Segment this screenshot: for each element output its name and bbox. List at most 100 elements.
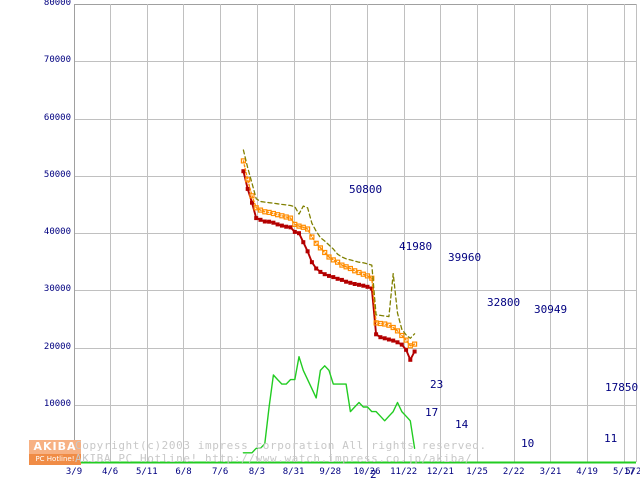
marker-lowest-price: [395, 340, 400, 345]
y-tick-30000: 30000: [43, 284, 71, 295]
x-tick-6-8: 6/8: [175, 467, 192, 477]
marker-lowest-price: [245, 186, 250, 191]
marker-lowest-price: [339, 277, 344, 282]
marker-lowest-price: [301, 240, 306, 245]
y-tick-40000: 40000: [43, 227, 71, 237]
marker-lowest-price: [288, 225, 293, 230]
point-label-32800: 32800: [487, 296, 521, 309]
point-label-41980: 41980: [399, 240, 433, 253]
marker-lowest-price: [262, 219, 267, 224]
x-tick-2-22: 2/22: [502, 467, 525, 477]
marker-lowest-price: [322, 272, 327, 277]
marker-lowest-price: [382, 336, 387, 341]
x-tick-10-26: 10/26: [353, 467, 381, 477]
marker-average-price: [369, 275, 375, 281]
marker-lowest-price: [305, 249, 310, 254]
marker-lowest-price: [241, 169, 246, 174]
marker-average-price: [394, 328, 401, 334]
marker-average-price: [317, 245, 323, 251]
marker-lowest-price: [369, 286, 374, 291]
copyright-line-2: AKIBA PC Hotline! http://www.watch.impre…: [75, 452, 473, 465]
x-tick-5-24: 5/24: [625, 467, 640, 477]
marker-lowest-price: [412, 349, 417, 354]
marker-lowest-price: [391, 338, 396, 343]
marker-lowest-price: [250, 200, 254, 205]
marker-lowest-price: [279, 223, 284, 228]
y-tick-50000: 50000: [43, 169, 71, 180]
x-tick-4-19: 4/19: [576, 467, 598, 477]
marker-lowest-price: [327, 273, 331, 278]
marker-lowest-price: [318, 269, 323, 274]
marker-lowest-price: [271, 220, 276, 225]
marker-lowest-price: [344, 279, 349, 284]
x-tick-12-21: 12/21: [426, 467, 454, 477]
x-tick-5-11: 5/11: [135, 467, 158, 477]
marker-average-price: [287, 215, 294, 221]
y-tick-60000: 60000: [43, 112, 71, 123]
marker-lowest-price: [399, 342, 404, 347]
x-tick-3-21: 3/21: [539, 467, 562, 477]
marker-average-price: [322, 249, 328, 256]
marker-average-price: [390, 324, 396, 331]
x-tick-8-31: 8/31: [282, 467, 305, 477]
copyright-credit: Copyright(c)2003 impress corporation All…: [75, 439, 635, 465]
marker-average-price: [249, 193, 255, 199]
y-tick-10000: 10000: [43, 398, 71, 409]
marker-average-price: [326, 254, 332, 260]
marker-lowest-price: [352, 282, 357, 286]
akiba-pc-hotline-logo: AKIBA PC Hotline!: [29, 440, 81, 465]
marker-lowest-price: [254, 216, 259, 221]
marker-lowest-price: [365, 284, 370, 289]
marker-average-price: [305, 226, 311, 232]
marker-lowest-price: [357, 282, 361, 287]
x-tick-9-28: 9/28: [319, 467, 342, 477]
point-label-39960: 39960: [448, 251, 482, 264]
point-label-2: 2: [370, 468, 377, 480]
marker-lowest-price: [284, 224, 289, 229]
x-tick-3-9: 3/9: [65, 467, 83, 477]
x-tick-1-25: 1/25: [466, 467, 488, 477]
point-label-50800: 50800: [349, 183, 383, 196]
copyright-line-1: Copyright(c)2003 impress corporation All…: [75, 439, 487, 452]
logo-top-text: AKIBA: [33, 440, 77, 453]
marker-lowest-price: [348, 280, 353, 285]
x-tick-11-22: 11/22: [390, 467, 418, 477]
marker-lowest-price: [404, 347, 409, 352]
point-label-14: 14: [455, 418, 469, 431]
marker-lowest-price: [335, 276, 340, 281]
marker-average-price: [313, 240, 319, 246]
point-label-17: 17: [425, 406, 439, 419]
marker-average-price: [403, 337, 409, 343]
series-highest-price: [242, 149, 416, 339]
marker-lowest-price: [378, 335, 383, 340]
marker-lowest-price: [361, 283, 366, 288]
marker-average-price: [309, 234, 315, 240]
point-label-11: 11: [604, 432, 618, 445]
marker-lowest-price: [297, 231, 301, 236]
marker-average-price: [245, 177, 251, 183]
marker-lowest-price: [331, 275, 336, 280]
marker-average-price: [335, 259, 341, 265]
point-label-17850: 17850: [605, 381, 639, 394]
y-tick-80000: 80000: [43, 0, 71, 8]
marker-lowest-price: [314, 266, 319, 271]
logo-bottom-text: PC Hotline!: [29, 454, 81, 465]
marker-average-price: [412, 341, 418, 347]
x-tick-5-17: 5/17: [612, 467, 635, 477]
y-tick-70000: 70000: [43, 55, 71, 66]
marker-lowest-price: [408, 357, 413, 362]
x-tick-7-6: 7/6: [212, 467, 229, 477]
marker-lowest-price: [309, 260, 314, 265]
series-shop-count: [242, 356, 416, 454]
marker-lowest-price: [374, 332, 379, 337]
marker-average-price: [399, 332, 405, 339]
x-tick-8-3: 8/3: [248, 467, 265, 477]
y-tick-20000: 20000: [43, 341, 71, 352]
point-label-30949: 30949: [534, 303, 568, 316]
point-label-10: 10: [521, 437, 535, 450]
x-tick-4-6: 4/6: [101, 467, 119, 477]
marker-lowest-price: [258, 217, 263, 222]
marker-lowest-price: [386, 337, 391, 342]
